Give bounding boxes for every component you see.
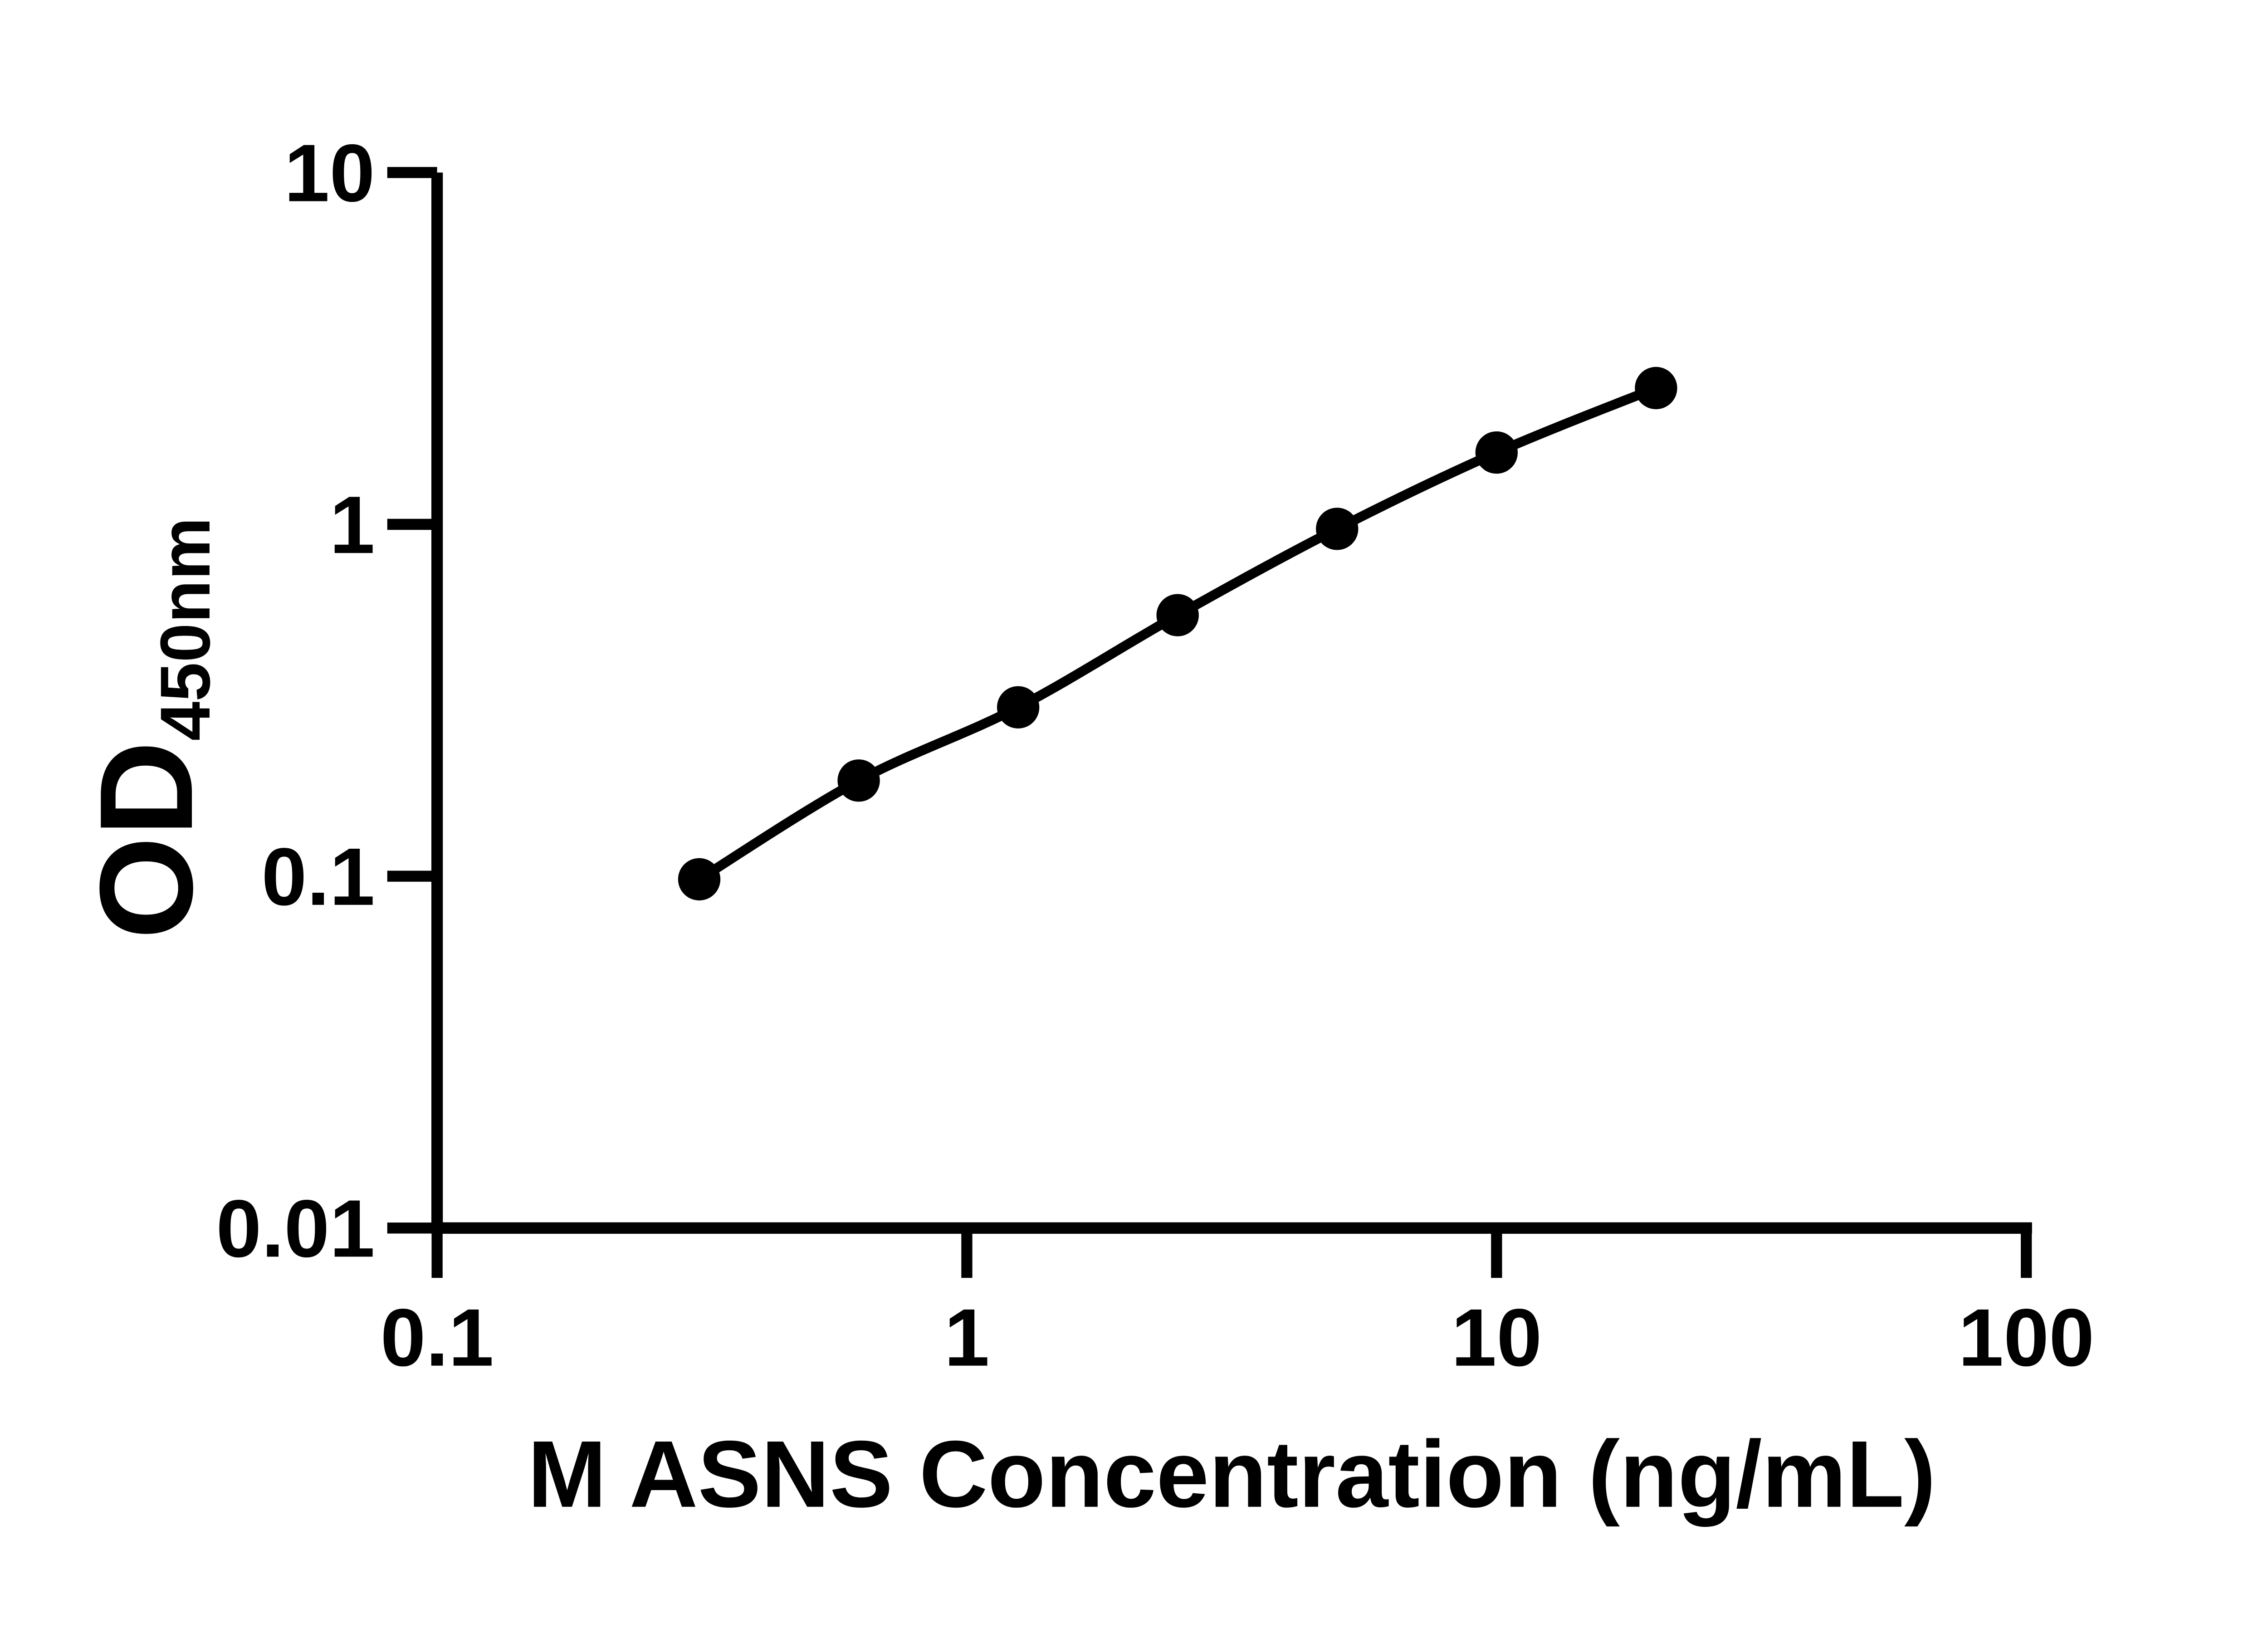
y-axis-tick-label: 0.1 [261,831,375,923]
x-axis-tick-label: 1 [944,1292,989,1384]
x-axis-tick-label: 100 [1958,1292,2094,1384]
data-point [1316,508,1359,550]
data-point [1475,431,1518,474]
x-axis-title: M ASNS Concentration (ng/mL) [528,1422,1936,1527]
data-point [837,759,880,802]
y-axis-tick-label: 10 [284,128,375,219]
data-point [997,686,1040,728]
x-axis-tick-label: 0.1 [381,1292,494,1384]
x-axis-tick-label: 10 [1451,1292,1542,1384]
data-point [1156,594,1199,636]
y-axis-tick-label: 1 [329,479,375,571]
data-point [678,858,721,901]
y-axis-title: OD450nm [72,517,225,939]
data-point [1635,367,1677,410]
y-axis-tick-label: 0.01 [216,1183,375,1274]
